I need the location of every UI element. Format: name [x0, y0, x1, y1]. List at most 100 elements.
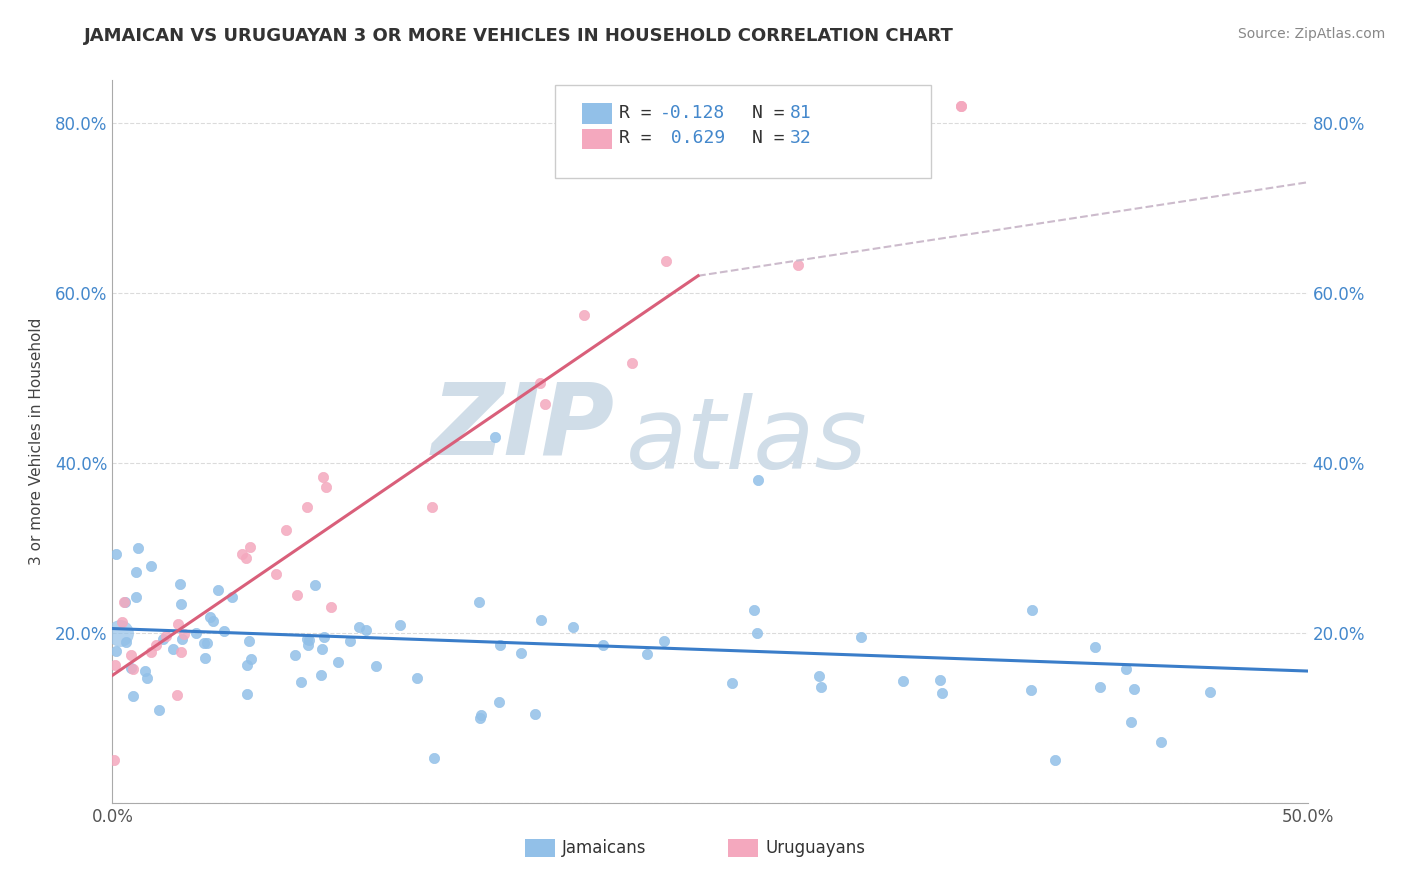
Y-axis label: 3 or more Vehicles in Household: 3 or more Vehicles in Household [30, 318, 44, 566]
Point [120, 661, 142, 675]
Point [115, 635, 138, 649]
Point [194, 651, 217, 665]
Text: R =: R = [619, 129, 662, 147]
Text: Uruguayans: Uruguayans [765, 839, 865, 857]
Point [742, 603, 765, 617]
Point [1119, 714, 1142, 729]
Point [114, 595, 136, 609]
Point [1115, 662, 1137, 676]
Point [295, 500, 318, 514]
Point [311, 641, 333, 656]
Point [195, 636, 218, 650]
Point [295, 632, 318, 647]
Bar [582, 128, 612, 149]
Text: 81: 81 [790, 103, 811, 122]
Point [125, 590, 148, 604]
Point [238, 633, 260, 648]
Point [104, 547, 127, 561]
Point [170, 597, 193, 611]
Point [173, 627, 195, 641]
Point [810, 680, 832, 694]
Bar [524, 838, 554, 857]
Point [470, 708, 492, 723]
Point [284, 648, 307, 663]
Point [235, 550, 257, 565]
Point [592, 638, 614, 652]
Point [467, 595, 489, 609]
Point [468, 711, 491, 725]
Point [807, 668, 830, 682]
Point [929, 673, 952, 687]
Point [236, 687, 259, 701]
Point [315, 479, 337, 493]
Point [326, 655, 349, 669]
Point [406, 671, 429, 685]
Text: R =: R = [619, 103, 662, 122]
Point [120, 648, 142, 662]
Point [193, 636, 215, 650]
Point [239, 540, 262, 554]
Bar [728, 838, 758, 857]
Point [1019, 682, 1042, 697]
Point [1123, 681, 1146, 696]
Point [1199, 685, 1222, 699]
Text: atlas: atlas [627, 393, 868, 490]
Point [166, 688, 188, 702]
Point [139, 645, 162, 659]
Point [636, 647, 658, 661]
Point [534, 396, 557, 410]
Point [200, 610, 222, 624]
Point [231, 547, 253, 561]
Point [849, 630, 872, 644]
Point [170, 645, 193, 659]
Point [104, 657, 127, 672]
Point [950, 99, 973, 113]
Point [931, 685, 953, 699]
Point [319, 599, 342, 614]
Point [172, 632, 194, 647]
Point [950, 99, 973, 113]
Text: ZIP: ZIP [432, 378, 614, 475]
Point [1090, 680, 1112, 694]
Point [1021, 603, 1043, 617]
Point [786, 258, 808, 272]
Point [488, 638, 510, 652]
Point [264, 566, 287, 581]
Text: JAMAICAN VS URUGUAYAN 3 OR MORE VEHICLES IN HOUSEHOLD CORRELATION CHART: JAMAICAN VS URUGUAYAN 3 OR MORE VEHICLES… [84, 27, 955, 45]
Point [108, 625, 131, 640]
Point [240, 652, 263, 666]
Point [104, 644, 127, 658]
Point [312, 469, 335, 483]
Point [148, 703, 170, 717]
Point [127, 541, 149, 556]
Point [509, 646, 531, 660]
Point [1084, 640, 1107, 654]
Point [236, 658, 259, 673]
Point [339, 633, 361, 648]
Point [309, 668, 332, 682]
Point [201, 614, 224, 628]
Point [572, 308, 595, 322]
Point [304, 578, 326, 592]
Point [103, 753, 125, 767]
Point [155, 629, 177, 643]
Point [134, 664, 156, 678]
Point [290, 674, 312, 689]
Point [347, 620, 370, 634]
Point [136, 671, 159, 685]
Point [121, 662, 143, 676]
Point [152, 632, 174, 647]
Point [423, 751, 446, 765]
Point [125, 565, 148, 579]
FancyBboxPatch shape [554, 86, 931, 178]
Point [745, 625, 768, 640]
Point [721, 676, 744, 690]
Point [169, 577, 191, 591]
Point [184, 626, 207, 640]
Text: -0.128: -0.128 [659, 103, 725, 122]
Point [620, 356, 643, 370]
Point [354, 624, 377, 638]
Point [111, 615, 134, 630]
Point [891, 674, 914, 689]
Point [523, 707, 546, 722]
